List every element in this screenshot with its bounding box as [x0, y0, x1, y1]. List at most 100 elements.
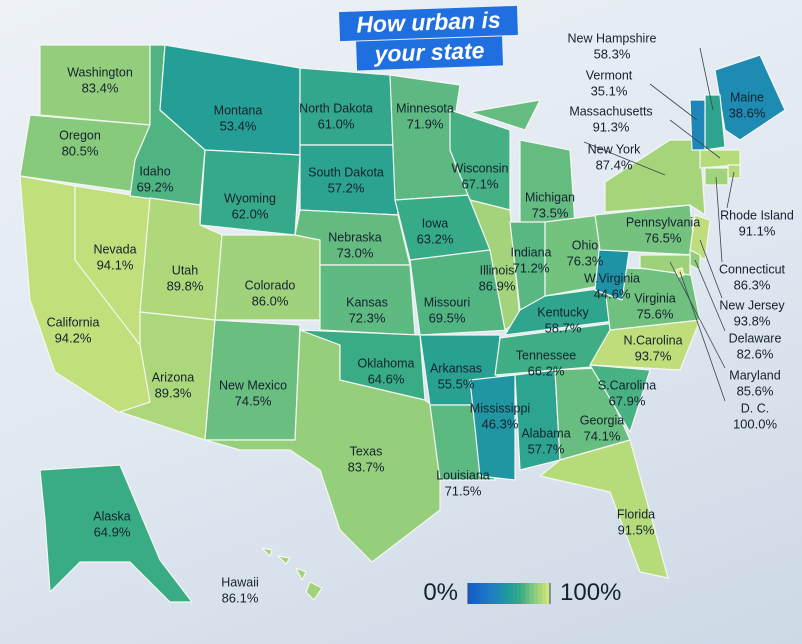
state-name: New Jersey — [719, 298, 785, 312]
state-value: 67.1% — [462, 176, 499, 191]
title-line: your state — [373, 37, 485, 67]
state-name: Virginia — [634, 291, 676, 305]
state-name: Missouri — [424, 295, 471, 309]
legend-label: 100% — [560, 579, 621, 606]
state-name: Georgia — [580, 413, 625, 427]
state-value: 89.8% — [167, 278, 204, 293]
state-value: 86.3% — [734, 277, 771, 292]
state-name: Maine — [730, 90, 764, 104]
state-value: 83.4% — [82, 80, 119, 95]
legend-swatch — [484, 583, 489, 604]
leader-line — [679, 271, 726, 402]
state-name: Michigan — [525, 190, 575, 204]
state-name: Louisiana — [436, 468, 490, 482]
state-value: 69.5% — [429, 310, 466, 325]
legend-swatch — [472, 583, 477, 604]
state-value: 71.9% — [407, 116, 444, 131]
title-box — [339, 5, 518, 42]
state-name: Illinois — [480, 263, 515, 277]
state-value: 64.9% — [94, 524, 131, 539]
state-shape — [589, 364, 651, 433]
legend-swatch — [504, 583, 510, 604]
leader-line — [583, 141, 666, 176]
state-value: 86.0% — [252, 293, 289, 308]
title-block: How urban is your state — [339, 5, 518, 71]
state-shape — [689, 99, 706, 151]
state-name: Massachusetts — [569, 104, 652, 118]
state-name: Pennsylvania — [626, 215, 700, 229]
state-name: Montana — [214, 103, 263, 117]
state-name: California — [47, 315, 100, 329]
state-value: 91.5% — [618, 522, 655, 537]
legend-swatch — [476, 583, 481, 604]
state-value: 83.7% — [348, 459, 385, 474]
state-value: 94.2% — [55, 330, 92, 345]
legend-swatch — [496, 583, 502, 604]
state-name: Florida — [617, 507, 655, 521]
state-name: Hawaii — [221, 575, 259, 589]
state-name: N.Carolina — [623, 333, 682, 347]
state-value: 57.2% — [328, 180, 365, 195]
state-shape — [689, 214, 711, 261]
state-value: 61.0% — [318, 116, 355, 131]
leader-line — [669, 119, 721, 159]
title-line: How urban is — [356, 7, 501, 38]
legend-swatch — [517, 583, 522, 604]
state-name: D. C. — [741, 401, 769, 415]
state-value: 91.3% — [593, 119, 630, 134]
legend-swatch — [509, 583, 514, 604]
state-name: W.Virginia — [584, 271, 640, 285]
legend-swatch — [529, 583, 534, 604]
state-value: 74.5% — [235, 393, 272, 408]
state-shape — [299, 329, 426, 401]
state-shape — [261, 547, 323, 601]
state-name: Ohio — [572, 238, 598, 252]
state-name: Idaho — [139, 164, 170, 178]
state-name: Connecticut — [719, 262, 786, 276]
state-value: 62.0% — [232, 206, 269, 221]
state-name: Oklahoma — [358, 356, 415, 370]
state-value: 72.3% — [349, 310, 386, 325]
state-value: 75.6% — [637, 306, 674, 321]
state-shape — [704, 167, 729, 186]
legend-swatch — [488, 583, 493, 604]
legend-swatch — [525, 583, 530, 604]
state-name: Nevada — [93, 242, 136, 256]
legend-swatch — [521, 583, 526, 604]
state-name: Wyoming — [224, 191, 276, 205]
leader-line — [699, 47, 714, 111]
legend-swatch — [533, 583, 539, 604]
state-value: 73.0% — [337, 245, 374, 260]
state-name: Kentucky — [537, 305, 589, 319]
state-value: 100.0% — [733, 416, 778, 431]
legend-swatch — [545, 583, 551, 604]
state-value: 82.6% — [737, 346, 774, 361]
state-value: 63.2% — [417, 231, 454, 246]
state-value: 94.1% — [97, 257, 134, 272]
legend-swatch — [480, 583, 485, 604]
state-name: Alaska — [93, 509, 131, 523]
state-value: 74.1% — [584, 428, 621, 443]
legend: 0% 100% — [423, 579, 621, 606]
state-value: 66.2% — [528, 363, 565, 378]
state-shape — [39, 464, 193, 603]
state-name: Delaware — [729, 331, 782, 345]
state-value: 89.3% — [155, 385, 192, 400]
legend-swatch — [500, 583, 506, 604]
state-value: 46.3% — [482, 416, 519, 431]
state-value: 86.1% — [222, 590, 259, 605]
state-value: 93.8% — [734, 313, 771, 328]
state-value: 35.1% — [591, 83, 628, 98]
state-name: Wisconsin — [452, 161, 509, 175]
state-value: 86.9% — [479, 278, 516, 293]
state-shape — [469, 374, 516, 481]
state-name: New Hampshire — [568, 31, 657, 45]
state-name: Mississippi — [470, 401, 530, 415]
legend-swatch — [537, 583, 543, 604]
state-value: 91.1% — [739, 223, 776, 238]
state-name: Colorado — [245, 278, 296, 292]
state-name: Nebraska — [328, 230, 382, 244]
state-name: S.Carolina — [598, 378, 656, 392]
state-value: 44.6% — [594, 286, 631, 301]
